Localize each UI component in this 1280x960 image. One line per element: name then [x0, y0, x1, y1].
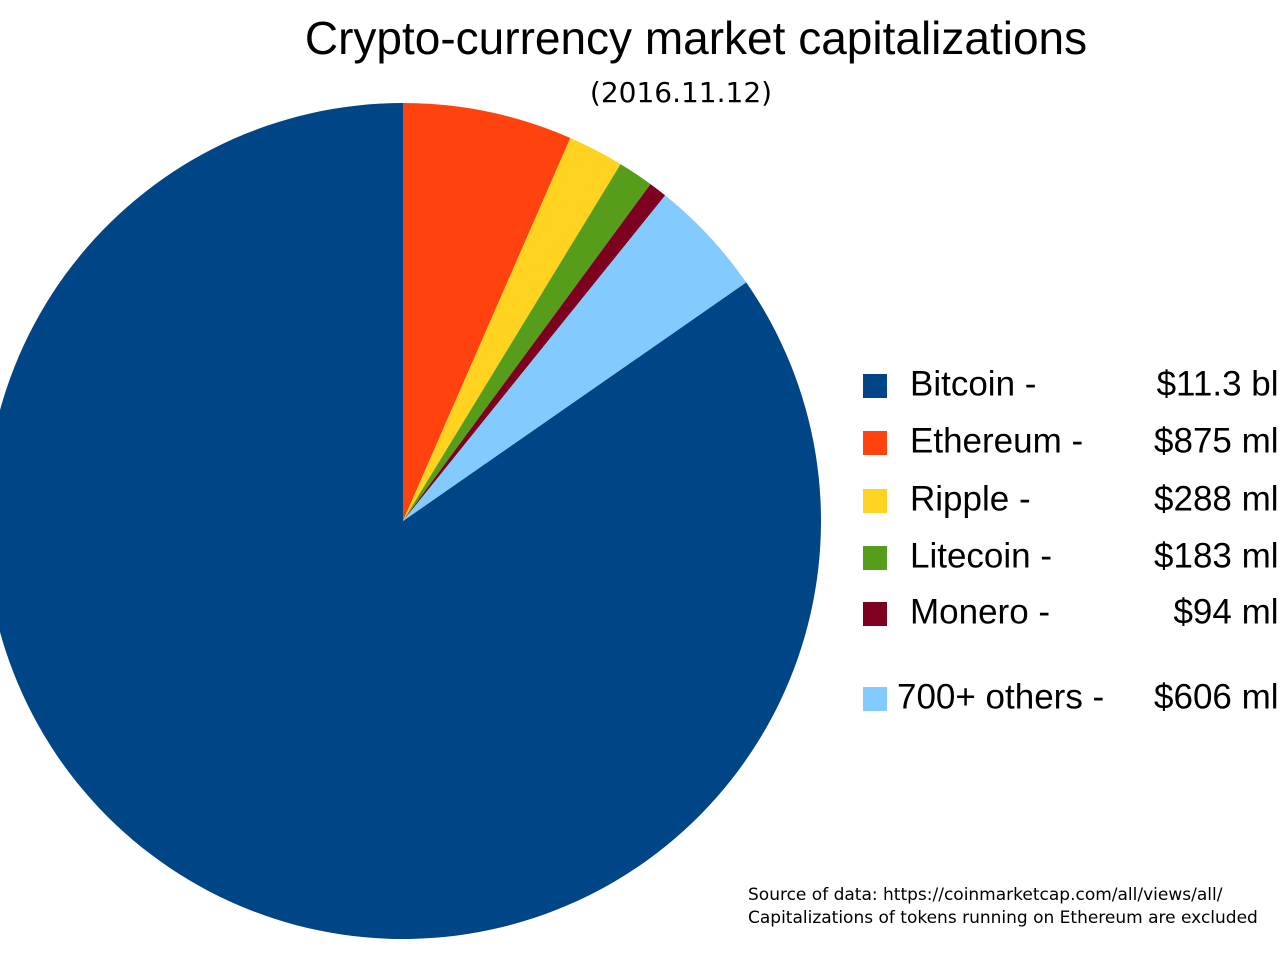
pie-slice [403, 103, 571, 521]
legend-swatch [863, 374, 887, 398]
legend-swatch [863, 431, 887, 455]
legend-swatch [863, 602, 887, 626]
legend-value: $606 mln [1154, 677, 1280, 716]
legend-label: Litecoin - [910, 536, 1052, 575]
legend-label: Ethereum - [910, 421, 1083, 460]
legend-label: Bitcoin - [910, 364, 1036, 403]
legend-swatch [863, 687, 887, 711]
pie-slice [403, 164, 651, 522]
exclusion-note: Capitalizations of tokens running on Eth… [748, 908, 1258, 928]
legend-value: $875 mln [1154, 421, 1280, 460]
legend-label: Ripple - [910, 479, 1031, 518]
pie-slice [403, 195, 747, 521]
legend-label: 700+ others - [897, 677, 1104, 716]
legend-swatch [863, 546, 887, 570]
pie-slice [403, 184, 666, 521]
chart-subtitle: (2016.11.12) [590, 76, 772, 109]
legend-swatch [863, 489, 887, 513]
source-note: Source of data: https://coinmarketcap.co… [748, 885, 1223, 905]
legend-value: $288 mln [1154, 479, 1280, 518]
legend-label: Monero - [910, 592, 1050, 631]
chart-title: Crypto-currency market capitalizations [305, 12, 1087, 64]
pie-slice [0, 103, 821, 939]
pie-slice [403, 137, 621, 522]
legend-value: $183 mln [1154, 536, 1280, 575]
legend-value: $94 mln [1173, 592, 1280, 631]
legend-value: $11.3 bln [1157, 364, 1280, 403]
